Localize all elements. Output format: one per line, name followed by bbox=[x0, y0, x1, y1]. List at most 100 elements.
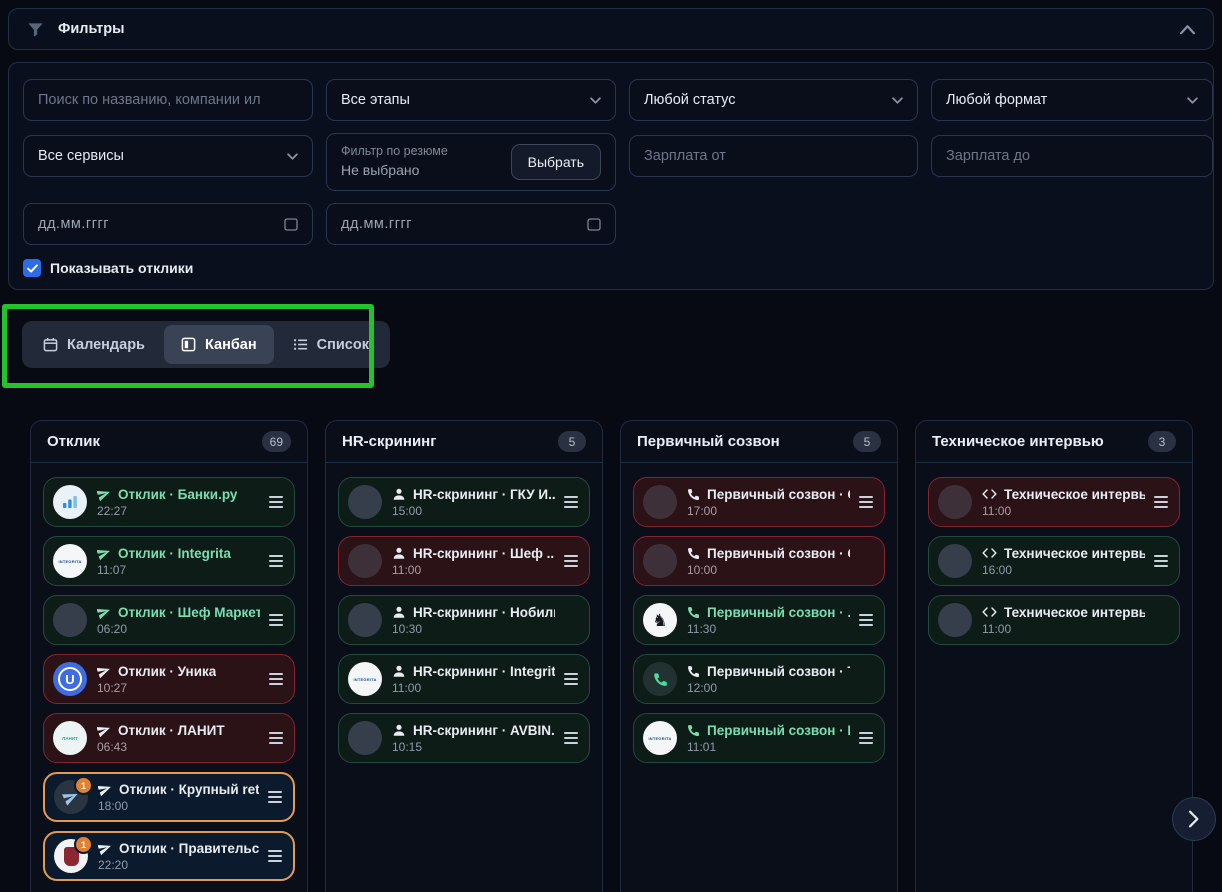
drag-handle[interactable] bbox=[269, 555, 283, 567]
drag-handle[interactable] bbox=[1154, 496, 1168, 508]
drag-handle[interactable] bbox=[269, 732, 283, 744]
tab-calendar-label: Календарь bbox=[67, 336, 145, 353]
kanban-card[interactable]: U Отклик · Уника 10:27 bbox=[43, 654, 295, 704]
emblem-shape bbox=[63, 846, 79, 866]
kanban-column-tech-interview: Техническое интервью 3 Техническое интер… bbox=[915, 420, 1193, 892]
company-avatar: INTEGRITA bbox=[643, 721, 677, 755]
calendar-tab-icon bbox=[43, 337, 58, 352]
calendar-icon[interactable] bbox=[284, 217, 298, 231]
chevron-down-icon bbox=[1187, 97, 1198, 104]
drag-handle[interactable] bbox=[269, 496, 283, 508]
kanban-card[interactable]: ♞ Первичный созвон · ... 11:30 bbox=[633, 595, 885, 645]
kanban-card[interactable]: Техническое интервь... 11:00 bbox=[928, 477, 1180, 527]
kanban-card[interactable]: 1 Отклик · Крупный retail 18:00 bbox=[43, 772, 295, 822]
drag-handle[interactable] bbox=[564, 555, 578, 567]
tab-calendar[interactable]: Календарь bbox=[26, 325, 162, 364]
notification-badge: 1 bbox=[74, 776, 93, 795]
drag-handle[interactable] bbox=[859, 614, 873, 626]
company-avatar bbox=[348, 721, 382, 755]
resume-filter-label: Фильтр по резюме bbox=[341, 144, 448, 159]
phone-icon bbox=[687, 547, 700, 560]
chevron-down-icon bbox=[590, 97, 601, 104]
kanban-card[interactable]: HR-скрининг · ГКУ И... 15:00 bbox=[338, 477, 590, 527]
drag-handle[interactable] bbox=[564, 496, 578, 508]
drag-handle[interactable] bbox=[859, 732, 873, 744]
kanban-card[interactable]: Отклик · Шеф Маркет... 06:20 bbox=[43, 595, 295, 645]
collapse-filters-button[interactable] bbox=[1180, 24, 1195, 35]
service-select[interactable]: Все сервисы bbox=[23, 135, 313, 177]
tab-list[interactable]: Список bbox=[276, 325, 386, 364]
drag-handle[interactable] bbox=[859, 496, 873, 508]
salary-from-wrapper bbox=[629, 135, 918, 177]
kanban-card[interactable]: HR-скрининг · Шеф ... 11:00 bbox=[338, 536, 590, 586]
card-title: HR-скрининг · Нобилис bbox=[413, 604, 555, 620]
phone-icon bbox=[687, 488, 700, 501]
drag-handle[interactable] bbox=[268, 791, 282, 803]
card-time: 12:00 bbox=[687, 680, 718, 695]
column-count-badge: 3 bbox=[1148, 431, 1176, 452]
card-title: HR-скрининг · ГКУ И... bbox=[413, 486, 555, 502]
drag-handle[interactable] bbox=[269, 614, 283, 626]
date-from-input[interactable]: дд.мм.гггг bbox=[23, 203, 313, 245]
tab-kanban[interactable]: Канбан bbox=[163, 325, 274, 364]
kanban-card[interactable]: ЛАНИТ Отклик · ЛАНИТ 06:43 bbox=[43, 713, 295, 763]
checkbox-checked[interactable] bbox=[23, 259, 41, 277]
kanban-card[interactable]: Техническое интервью · Н... 11:00 bbox=[928, 595, 1180, 645]
kanban-card[interactable]: INTEGRITA Первичный созвон · I... 11:01 bbox=[633, 713, 885, 763]
person-icon bbox=[392, 546, 406, 560]
company-avatar bbox=[938, 603, 972, 637]
kanban-card[interactable]: Первичный созвон · Coral ... 17:00 bbox=[633, 477, 885, 527]
kanban-card[interactable]: HR-скрининг · Нобилис 10:30 bbox=[338, 595, 590, 645]
card-time: 11:01 bbox=[687, 739, 717, 754]
status-select[interactable]: Любой статус bbox=[629, 79, 918, 121]
card-time: 22:20 bbox=[98, 857, 129, 872]
show-responses-checkbox-row[interactable]: Показывать отклики bbox=[23, 259, 193, 277]
scroll-next-button[interactable] bbox=[1172, 797, 1216, 841]
avatar-logo-text: INTEGRITA bbox=[648, 735, 672, 741]
drag-handle[interactable] bbox=[564, 673, 578, 685]
card-title: Отклик · ЛАНИТ bbox=[118, 722, 225, 738]
phone-icon bbox=[687, 665, 700, 678]
code-icon bbox=[982, 607, 997, 617]
drag-handle[interactable] bbox=[1154, 555, 1168, 567]
kanban-card[interactable]: HR-скрининг · AVBIN... 10:15 bbox=[338, 713, 590, 763]
send-icon bbox=[98, 782, 112, 796]
kanban-card[interactable]: 1 Отклик · Правительст... 22:20 bbox=[43, 831, 295, 881]
kanban-card[interactable]: INTEGRITA Отклик · Integrita 11:07 bbox=[43, 536, 295, 586]
card-title: Отклик · Integrita bbox=[118, 545, 231, 561]
send-icon bbox=[98, 841, 112, 855]
stage-select[interactable]: Все этапы bbox=[326, 79, 616, 121]
card-title: Отклик · Банки.ру bbox=[118, 486, 238, 502]
calendar-icon[interactable] bbox=[587, 217, 601, 231]
resume-choose-button[interactable]: Выбрать bbox=[510, 144, 601, 180]
drag-handle[interactable] bbox=[564, 732, 578, 744]
resume-filter-box: Фильтр по резюме Не выбрано Выбрать bbox=[326, 133, 616, 191]
card-time: 15:00 bbox=[392, 503, 423, 518]
kanban-card[interactable]: Первичный созвон · Сбер 10:00 bbox=[633, 536, 885, 586]
company-avatar: ♞ bbox=[643, 603, 677, 637]
company-avatar bbox=[938, 485, 972, 519]
salary-to-input[interactable] bbox=[946, 148, 1198, 164]
card-title: Техническое интервь... bbox=[1004, 486, 1145, 502]
salary-from-input[interactable] bbox=[644, 148, 903, 164]
card-time: 11:07 bbox=[97, 562, 127, 577]
company-avatar bbox=[348, 485, 382, 519]
send-icon bbox=[97, 664, 111, 678]
search-input[interactable] bbox=[38, 92, 298, 108]
send-icon bbox=[97, 723, 111, 737]
date-to-input[interactable]: дд.мм.гггг bbox=[326, 203, 616, 245]
kanban-card[interactable]: Техническое интервь... 16:00 bbox=[928, 536, 1180, 586]
card-title: Первичный созвон · ... bbox=[707, 604, 850, 620]
kanban-card[interactable]: Отклик · Банки.ру 22:27 bbox=[43, 477, 295, 527]
avatar-logo-text: INTEGRITA bbox=[58, 558, 82, 564]
person-icon bbox=[392, 664, 406, 678]
drag-handle[interactable] bbox=[268, 850, 282, 862]
format-select[interactable]: Любой формат bbox=[931, 79, 1213, 121]
kanban-card[interactable]: INTEGRITA HR-скрининг · Integrita 11:00 bbox=[338, 654, 590, 704]
kanban-card[interactable]: Первичный созвон · TechVill 12:00 bbox=[633, 654, 885, 704]
drag-handle[interactable] bbox=[269, 673, 283, 685]
phone-icon bbox=[687, 606, 700, 619]
format-select-value: Любой формат bbox=[946, 92, 1048, 108]
card-time: 16:00 bbox=[982, 562, 1013, 577]
card-time: 11:00 bbox=[392, 680, 422, 695]
